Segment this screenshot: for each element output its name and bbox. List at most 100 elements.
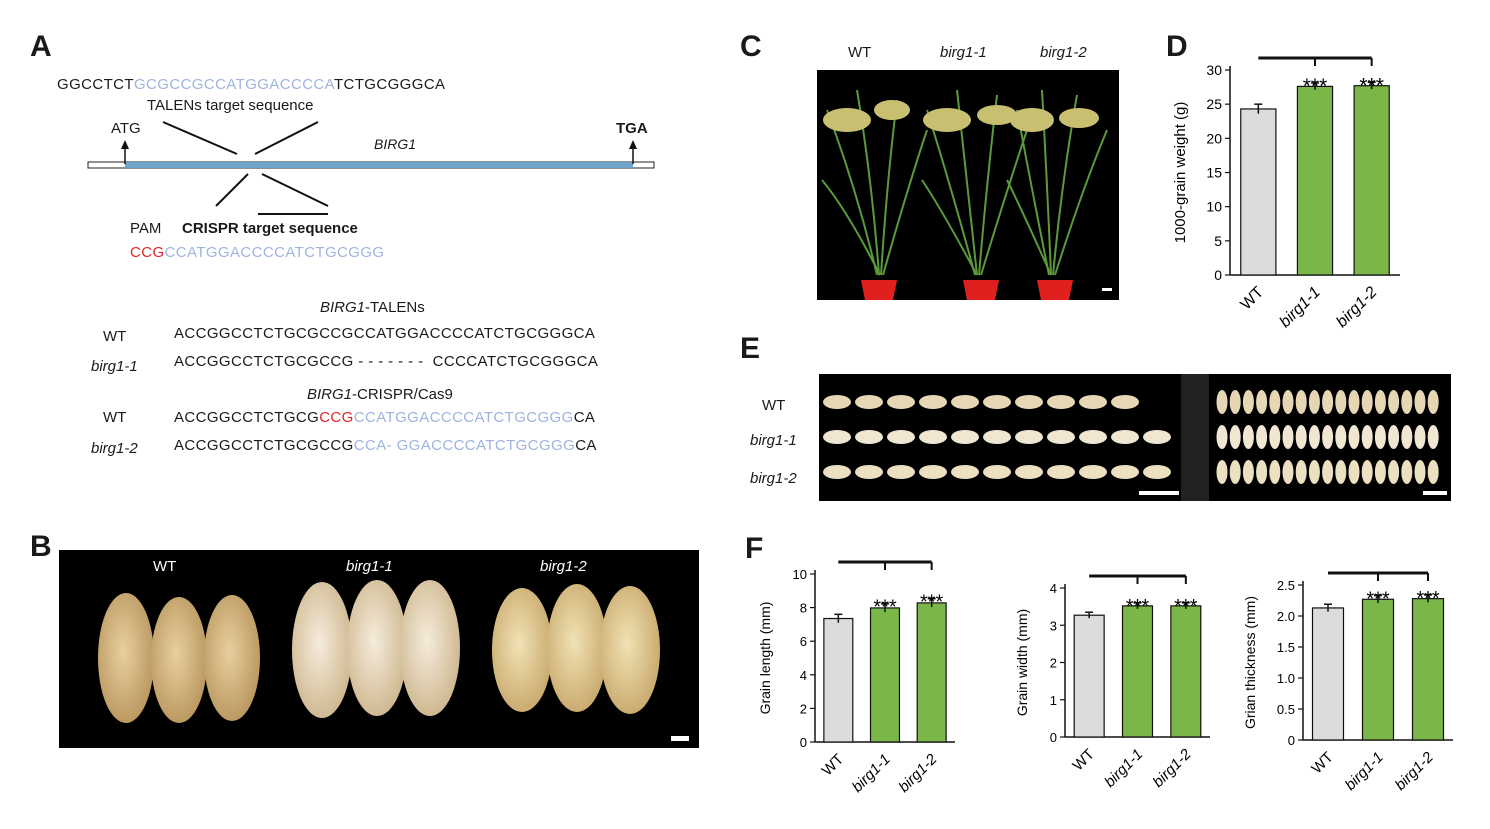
grain xyxy=(1308,460,1320,484)
y-tick-label: 0 xyxy=(1214,267,1222,283)
y-tick-label: 1 xyxy=(1050,693,1057,708)
row-label-birg1-1: birg1-1 xyxy=(91,358,138,375)
grain xyxy=(1229,460,1241,484)
grain xyxy=(983,430,1011,444)
grain xyxy=(1308,390,1320,414)
grain xyxy=(1282,460,1294,484)
grain xyxy=(1414,460,1426,484)
y-axis-label: Grain length (mm) xyxy=(757,602,773,715)
crispr-alignment-title: BIRG1-CRISPR/Cas9 xyxy=(307,386,453,403)
grain xyxy=(492,588,552,712)
pam-seq: CCG xyxy=(319,409,354,426)
scale-bar xyxy=(1102,288,1112,291)
seq-part: TCTGCGGGCA xyxy=(333,76,446,93)
grain xyxy=(1348,390,1360,414)
grain xyxy=(1427,425,1439,449)
grain xyxy=(1143,465,1171,479)
panel-label-c: C xyxy=(740,30,762,63)
bar xyxy=(1170,605,1202,738)
grain xyxy=(292,582,352,718)
grain xyxy=(1015,395,1043,409)
grain xyxy=(983,465,1011,479)
y-tick-label: 8 xyxy=(800,601,807,616)
y-tick-label: 1.5 xyxy=(1277,640,1295,655)
bar xyxy=(1411,598,1445,741)
crispr-target-sequence: CCGCCATGGACCCCATCTGCGGG xyxy=(130,244,385,261)
grain xyxy=(951,395,979,409)
chart-1000-grain-weight: 0 5 10 15 20 25 30 1000-grain weight (g) WT *** bi… xyxy=(1172,56,1400,331)
title-suffix: -TALENs xyxy=(365,299,425,316)
grain xyxy=(1079,430,1107,444)
title-suffix: -CRISPR/Cas9 xyxy=(352,386,453,403)
x-tick-label: birg1-1 xyxy=(1101,746,1146,791)
x-tick-label: WT xyxy=(819,751,848,780)
pam-label: PAM xyxy=(130,220,162,237)
y-tick-label: 2.5 xyxy=(1277,578,1295,593)
grain xyxy=(1269,425,1281,449)
y-axis-label: Grian thickness (mm) xyxy=(1242,596,1258,729)
grain xyxy=(887,465,915,479)
grain xyxy=(919,430,947,444)
grain xyxy=(1111,395,1139,409)
x-tick-label: WT xyxy=(1238,284,1268,314)
pot xyxy=(861,280,897,300)
grain xyxy=(823,395,851,409)
bar xyxy=(916,602,947,743)
bar xyxy=(1121,605,1154,738)
row-label-birg1-2: birg1-2 xyxy=(91,440,138,457)
grain xyxy=(1322,460,1334,484)
plant-label-wt: WT xyxy=(848,44,872,61)
talens-target-seq: GCGCCGCCATGGACCCCA xyxy=(133,76,334,93)
atg-label: ATG xyxy=(111,120,141,137)
significance-label: *** xyxy=(1174,596,1198,618)
grain xyxy=(919,395,947,409)
row-label-birg1-1: birg1-1 xyxy=(750,432,797,449)
significance-label: *** xyxy=(1359,74,1384,97)
plant-label-birg1-2: birg1-2 xyxy=(1040,44,1087,61)
grain xyxy=(1335,390,1347,414)
grain xyxy=(1401,460,1413,484)
x-tick-label: birg1-2 xyxy=(1333,284,1380,331)
grain xyxy=(1401,425,1413,449)
y-tick-label: 25 xyxy=(1206,96,1222,112)
x-tick-label: WT xyxy=(1308,749,1337,778)
panel-label-a: A xyxy=(30,30,52,63)
panel-label-e: E xyxy=(740,332,761,365)
grain xyxy=(1322,425,1334,449)
grain xyxy=(1015,430,1043,444)
talens-alignment-title: BIRG1-TALENs xyxy=(320,299,425,316)
grain xyxy=(1269,390,1281,414)
plant-illustration xyxy=(821,89,1112,300)
row-label-wt: WT xyxy=(762,397,786,414)
bar xyxy=(1361,598,1395,741)
grain xyxy=(1242,460,1254,484)
atg-arrowhead xyxy=(121,140,129,149)
x-tick-label: WT xyxy=(1069,746,1098,775)
photo-label-birg1-1: birg1-1 xyxy=(346,558,393,575)
grain xyxy=(1216,425,1228,449)
photo-label-wt: WT xyxy=(153,558,177,575)
chart-grain-thickness: 0 0.5 1.0 1.5 2.0 2.5 Grian thickness (mm) WT **… xyxy=(1242,571,1453,794)
bar xyxy=(1296,85,1334,276)
grain xyxy=(1414,390,1426,414)
plant-label-birg1-1: birg1-1 xyxy=(940,44,987,61)
grain xyxy=(1295,460,1307,484)
significance-label: *** xyxy=(920,592,944,614)
grain-illustration xyxy=(98,580,689,741)
grain xyxy=(547,584,607,712)
y-axis-label: 1000-grain weight (g) xyxy=(1172,102,1189,244)
tga-arrowhead xyxy=(629,140,637,149)
crispr-target-seq: CCATGGACCCCATCTGCGGG xyxy=(353,409,574,426)
significance-label: *** xyxy=(1366,589,1390,611)
birg1-2-sequence: ACCGGCCTCTGCGCCGCCA- GGACCCCATCTGCGGGCA xyxy=(174,437,597,454)
grain xyxy=(887,430,915,444)
grain xyxy=(1047,395,1075,409)
grain xyxy=(823,430,851,444)
crispr-connector-line xyxy=(215,173,249,207)
grain xyxy=(983,395,1011,409)
talens-genomic-sequence: GGCCTCTGCGCCGCCATGGACCCCATCTGCGGGCA xyxy=(57,76,445,93)
crispr-target-label: CRISPR target sequence xyxy=(182,220,358,237)
grain xyxy=(1256,460,1268,484)
grain xyxy=(1322,390,1334,414)
scale-bar xyxy=(1423,491,1447,495)
